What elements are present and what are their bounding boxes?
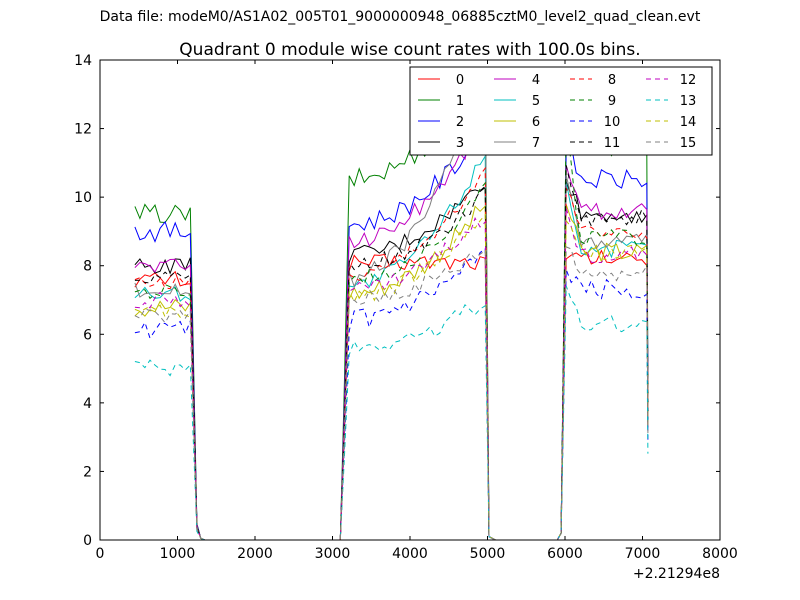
legend-label-11: 11 [604, 136, 621, 151]
x-tick-label: 7000 [625, 546, 661, 562]
y-tick-label: 12 [74, 122, 92, 138]
series-line-14 [134, 213, 649, 540]
series-line-10 [134, 247, 649, 540]
legend-label-8: 8 [608, 73, 616, 88]
y-tick-label: 2 [83, 464, 92, 480]
series-line-3 [134, 181, 649, 540]
ticks-layer: 0 1000 2000 3000 4000 5000 6000 7000 80000246810… [74, 53, 738, 562]
x-tick-label: 1000 [160, 546, 196, 562]
series-line-13 [134, 285, 649, 540]
x-offset-label: +2.21294e8 [633, 566, 720, 582]
legend-label-15: 15 [680, 136, 697, 151]
series-line-9 [134, 123, 649, 540]
series-line-2 [134, 119, 649, 540]
series-line-15 [134, 246, 649, 540]
legend-label-12: 12 [680, 73, 697, 88]
series-line-5 [134, 154, 649, 540]
y-tick-label: 0 [83, 533, 92, 549]
x-tick-label: 4000 [392, 546, 428, 562]
legend-label-14: 14 [680, 115, 697, 130]
legend-label-0: 0 [456, 73, 464, 88]
series-line-7 [134, 76, 649, 540]
legend-label-6: 6 [532, 115, 540, 130]
legend-label-7: 7 [532, 136, 540, 151]
series-line-4 [134, 122, 649, 540]
y-tick-label: 4 [83, 396, 92, 412]
y-tick-label: 6 [83, 327, 92, 343]
series-line-11 [134, 165, 649, 540]
legend-label-5: 5 [532, 94, 540, 109]
series-line-8 [134, 166, 649, 540]
x-tick-label: 5000 [470, 546, 506, 562]
figure-suptitle: Data file: modeM0/AS1A02_005T01_90000009… [99, 9, 701, 25]
series-line-12 [134, 207, 649, 540]
x-tick-label: 6000 [547, 546, 583, 562]
y-tick-label: 14 [74, 53, 92, 69]
legend-label-4: 4 [532, 73, 540, 88]
chart-title: Quadrant 0 module wise count rates with … [179, 40, 640, 60]
legend-label-10: 10 [604, 115, 621, 130]
legend-label-3: 3 [456, 136, 464, 151]
series-line-0 [134, 249, 649, 540]
series-layer [134, 68, 649, 540]
x-tick-label: 3000 [315, 546, 351, 562]
legend-box [409, 66, 713, 156]
legend-label-2: 2 [456, 115, 464, 130]
legend-label-9: 9 [608, 94, 616, 109]
x-tick-label: 0 [96, 546, 105, 562]
y-tick-label: 10 [74, 190, 92, 206]
x-tick-label: 8000 [702, 546, 738, 562]
y-tick-label: 8 [83, 259, 92, 275]
x-tick-label: 2000 [237, 546, 273, 562]
legend-label-1: 1 [456, 94, 464, 109]
legend-label-13: 13 [680, 94, 697, 109]
